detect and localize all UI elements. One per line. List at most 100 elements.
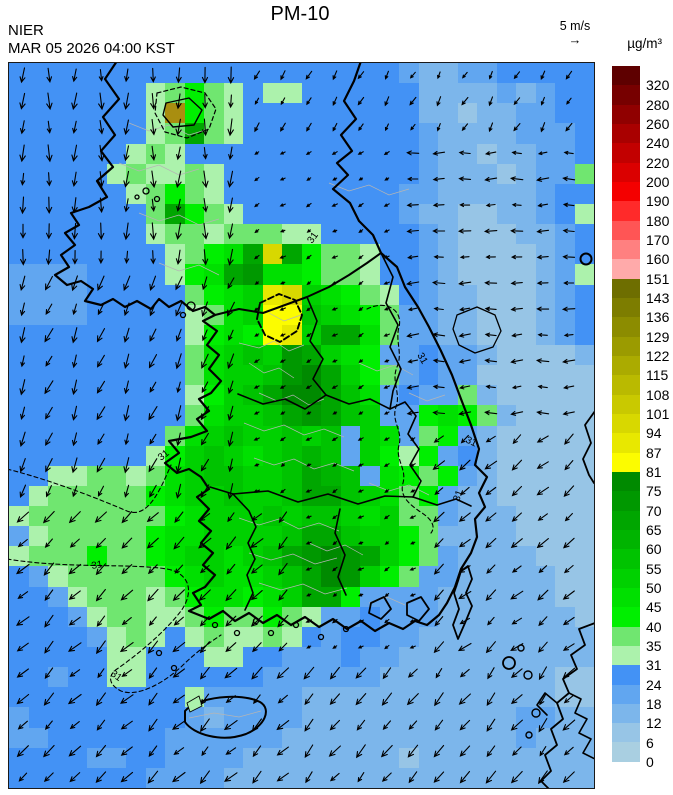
wind-arrow (562, 667, 576, 679)
wind-arrow (358, 411, 364, 415)
raster-cell (262, 546, 282, 567)
wind-arrow (72, 120, 78, 134)
raster-cell (282, 626, 302, 648)
wind-arrow (121, 669, 133, 678)
wind-arrow (564, 460, 574, 471)
ulleungdo-island (579, 252, 593, 266)
raster-cell (496, 83, 516, 104)
raster-cell (282, 183, 302, 204)
pyongyang-contour (154, 86, 217, 139)
wind-arrow (124, 433, 129, 446)
wind-arrow (562, 411, 575, 416)
wind-arrow (223, 720, 238, 731)
wind-arrow (562, 176, 576, 182)
raster-cell (223, 183, 243, 204)
raster-cell (243, 123, 263, 144)
raster-cell (379, 344, 399, 366)
raster-cell (360, 284, 380, 305)
raster-cell (418, 385, 438, 406)
wind-arrow (44, 614, 54, 628)
raster-cell (496, 344, 516, 366)
wind-reference-label: 5 m/s (559, 19, 591, 33)
wind-arrow (329, 719, 341, 731)
raster-cell (87, 163, 107, 184)
wind-arrow (484, 176, 498, 182)
raster-cell (243, 264, 263, 285)
raster-cell (165, 747, 185, 768)
raster-cell (457, 626, 477, 648)
raster-cell (145, 143, 165, 164)
raster-cell (340, 687, 360, 708)
raster-cell (184, 546, 204, 567)
raster-cell (340, 324, 360, 345)
raster-cell (321, 566, 341, 587)
raster-cell (165, 123, 185, 144)
raster-cell (67, 163, 87, 184)
raster-cell (243, 244, 263, 265)
raster-cell (262, 566, 282, 587)
raster-cell (145, 586, 165, 607)
wind-arrow (280, 122, 286, 132)
raster-cell (243, 103, 263, 124)
raster-cell (9, 687, 29, 708)
raster-cell (438, 385, 458, 406)
wind-arrow (433, 254, 444, 259)
wind-arrow (123, 380, 130, 395)
wind-arrow (200, 432, 209, 446)
wind-arrow (276, 720, 290, 731)
raster-cell (262, 163, 282, 184)
wind-arrow (71, 144, 78, 163)
raster-cell (48, 304, 68, 325)
colorbar-tick-label: 60 (646, 541, 662, 558)
wind-arrow (459, 745, 471, 757)
raster-cell (555, 264, 575, 285)
wind-arrow (459, 668, 470, 678)
wind-arrow (512, 434, 522, 445)
wind-arrow (358, 123, 364, 131)
wind-arrow (536, 306, 550, 312)
raster-cell (28, 183, 48, 204)
raster-cell (106, 264, 126, 285)
wind-arrow (458, 150, 471, 156)
raster-cell (516, 526, 536, 547)
raster-cell (379, 747, 399, 768)
colorbar-tick-label: 65 (646, 522, 662, 538)
raster-cell (340, 224, 360, 245)
wind-arrow (72, 249, 78, 265)
raster-cell (574, 123, 594, 144)
wind-arrow (433, 771, 445, 783)
wind-arrow (147, 770, 159, 784)
raster-cell (126, 203, 146, 225)
wind-arrow (175, 67, 182, 84)
raster-cell (145, 344, 165, 366)
wind-arrow (383, 255, 390, 259)
colorbar-tick-label: 87 (646, 444, 662, 461)
raster-cell (67, 707, 87, 728)
wind-arrow (44, 328, 54, 343)
raster-cell (496, 707, 516, 728)
raster-cell (223, 103, 243, 124)
wind-arrow (225, 695, 236, 704)
wind-arrow (150, 67, 156, 83)
wind-arrow (68, 563, 82, 575)
raster-cell (496, 526, 516, 547)
raster-cell (438, 103, 458, 124)
wind-arrow (44, 720, 53, 730)
wind-arrow (536, 538, 549, 549)
raster-cell (535, 365, 555, 386)
raster-cell (262, 203, 282, 225)
wind-arrow (16, 563, 30, 575)
raster-cell (87, 244, 107, 265)
raster-cell (340, 344, 360, 366)
raster-cell (321, 707, 341, 728)
raster-cell (555, 385, 575, 406)
wind-arrow (356, 719, 366, 731)
raster-cell (28, 344, 48, 366)
raster-cell (399, 244, 419, 265)
wind-arrow (332, 463, 338, 467)
raster-cell (204, 163, 224, 184)
raster-cell (204, 143, 224, 164)
wind-arrow (329, 693, 341, 706)
raster-cell (555, 405, 575, 426)
